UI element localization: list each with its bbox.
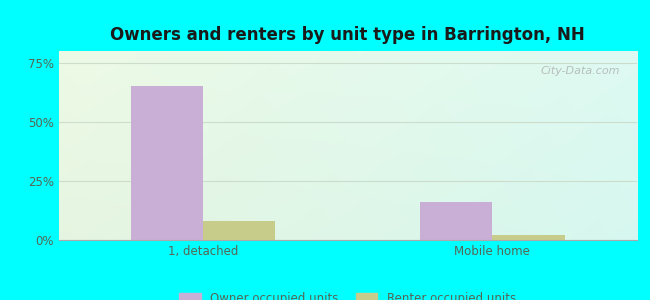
Bar bbox=[420, 202, 493, 240]
Bar bbox=[493, 235, 565, 240]
Bar bbox=[203, 221, 276, 240]
Bar bbox=[131, 86, 203, 240]
Title: Owners and renters by unit type in Barrington, NH: Owners and renters by unit type in Barri… bbox=[111, 26, 585, 44]
Text: City-Data.com: City-Data.com bbox=[540, 66, 619, 76]
Legend: Owner occupied units, Renter occupied units: Owner occupied units, Renter occupied un… bbox=[175, 287, 521, 300]
